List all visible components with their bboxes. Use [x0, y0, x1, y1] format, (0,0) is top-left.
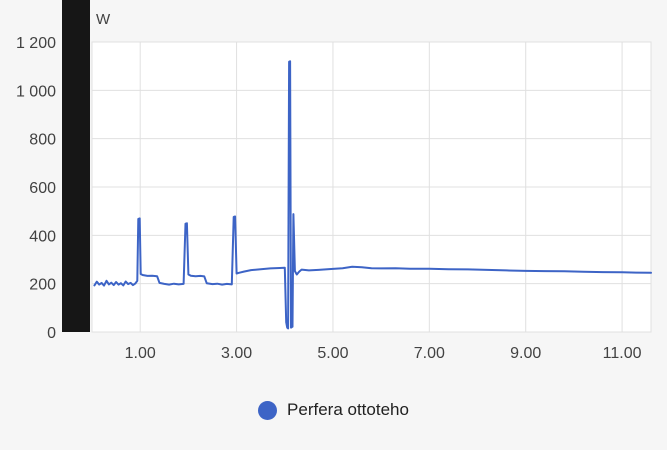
y-tick-label: 200 [29, 277, 56, 294]
legend-label: Perfera ottoteho [287, 400, 409, 419]
dark-overlay-bar [62, 0, 90, 332]
x-tick-label: 7.00 [414, 345, 445, 362]
x-tick-label: 9.00 [510, 345, 541, 362]
y-tick-label: 400 [29, 228, 56, 245]
legend-color-dot [258, 400, 278, 420]
power-chart: W 0 200 400 600 800 1 000 1 200 1.00 3.00 5.00 7.0… [16, 0, 652, 362]
y-tick-label: 800 [29, 132, 56, 149]
series-line [93, 60, 652, 330]
y-tick-label: 0 [47, 325, 56, 342]
x-tick-label: 3.00 [221, 345, 252, 362]
x-tick-label: 5.00 [317, 345, 348, 362]
y-tick-label: 1 200 [16, 35, 56, 52]
chart-legend: Perfera ottoteho [0, 400, 667, 420]
x-tick-label: 1.00 [125, 345, 156, 362]
legend-item-perfera[interactable]: Perfera ottoteho [258, 400, 409, 420]
y-tick-label: 1 000 [16, 83, 56, 100]
y-tick-label: 600 [29, 180, 56, 197]
x-tick-label: 11.00 [603, 345, 642, 362]
y-axis-unit-label: W [96, 11, 111, 28]
